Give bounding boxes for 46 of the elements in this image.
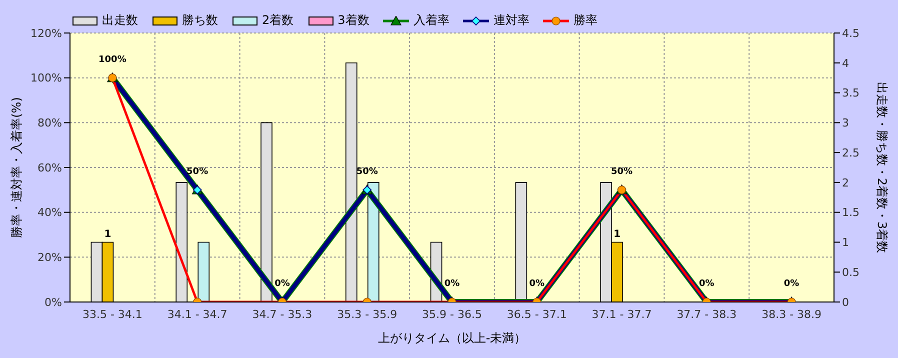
data-label: 1 [614, 229, 621, 240]
y2-tick-label: 2.5 [842, 146, 860, 160]
x-tick-label: 38.3 - 38.9 [762, 308, 822, 321]
x-tick-label: 37.7 - 38.3 [676, 308, 737, 321]
y2-tick-label: 2 [842, 176, 849, 190]
data-label: 100% [98, 54, 126, 65]
x-tick-label: 35.3 - 35.9 [337, 308, 398, 321]
legend-label: 3着数 [338, 12, 370, 29]
y2-tick-label: 3.5 [842, 86, 860, 100]
data-label: 0% [529, 279, 545, 289]
data-label: 1 [104, 229, 112, 240]
y-tick-label: 100% [30, 72, 62, 85]
data-label: 0% [699, 279, 714, 289]
legend-label: 出走数 [102, 12, 138, 29]
x-tick-label: 36.5 - 37.1 [506, 308, 567, 321]
y2-tick-label: 4.5 [842, 26, 860, 40]
legend-label: 勝ち数 [182, 12, 218, 29]
x-tick-label: 35.9 - 36.5 [422, 308, 482, 321]
y2-axis-title: 出走数・勝ち数・2着数・3着数 [874, 82, 889, 254]
legend-label: 連対率 [493, 12, 530, 29]
x-axis-title: 上がりタイム（以上-未満） [378, 331, 526, 345]
data-label: 0% [444, 279, 460, 289]
y-tick-label: 60% [38, 161, 62, 174]
legend-label: 2着数 [262, 12, 294, 29]
data-label: 0% [274, 279, 290, 289]
legend-label: 勝率 [573, 12, 598, 29]
legend-label: 入着率 [413, 12, 450, 29]
y-tick-label: 20% [38, 251, 62, 264]
x-tick-label: 37.1 - 37.7 [592, 308, 652, 321]
data-label: 50% [186, 166, 208, 177]
x-tick-label: 33.5 - 34.1 [82, 308, 142, 321]
y-tick-label: 40% [38, 206, 62, 220]
y-tick-label: 0% [44, 296, 62, 309]
y-axis-title: 勝率・連対率・入着率(%) [9, 97, 24, 238]
y2-tick-label: 1 [842, 236, 849, 250]
y2-tick-label: 0 [842, 296, 849, 309]
data-label: 0% [784, 279, 800, 289]
y-tick-label: 80% [38, 116, 62, 130]
y2-tick-label: 3 [842, 116, 849, 130]
y2-tick-label: 4 [842, 56, 849, 70]
y-tick-label: 120% [30, 26, 62, 40]
data-label: 50% [611, 166, 633, 177]
y2-tick-label: 1.5 [842, 206, 860, 220]
y2-tick-label: 0.5 [842, 266, 860, 280]
x-tick-label: 34.1 - 34.7 [167, 308, 228, 321]
x-tick-label: 34.7 - 35.3 [252, 308, 312, 321]
